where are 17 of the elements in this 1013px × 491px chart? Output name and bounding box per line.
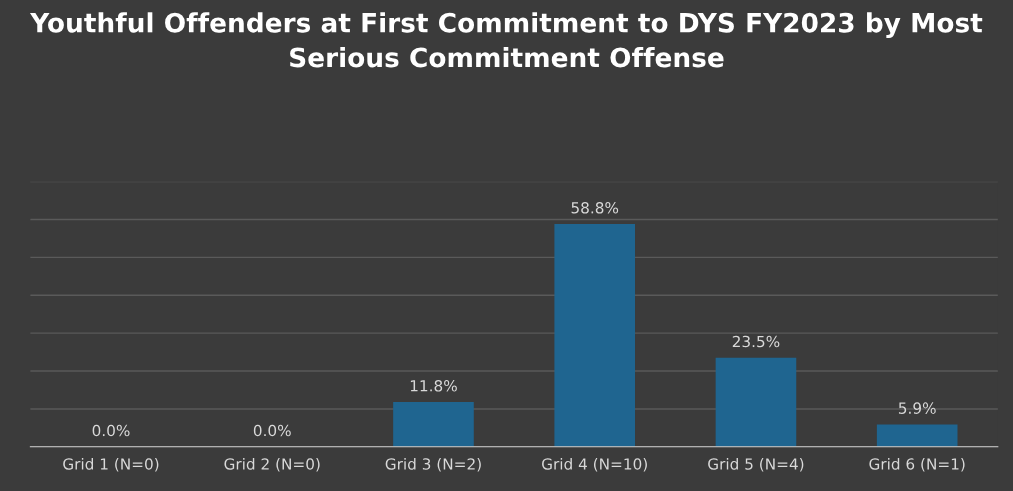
- chart-title: Youthful Offenders at First Commitment to DYS FY2023 by Most Serious Commitment Offense: [29, 12, 983, 68]
- x-tick-label: Grid 4 (N=10): [542, 457, 647, 472]
- data-label: 23.5%: [732, 335, 780, 348]
- x-tick-label: Grid 5 (N=4): [708, 457, 804, 472]
- bar: [554, 224, 636, 447]
- x-tick-label: Grid 1 (N=0): [63, 457, 159, 472]
- data-label: 0.0%: [92, 424, 130, 437]
- data-label: 0.0%: [253, 424, 291, 437]
- bar: [876, 424, 958, 447]
- bar: [393, 402, 474, 447]
- data-label: 5.9%: [898, 402, 936, 414]
- data-label: 11.8%: [410, 380, 457, 392]
- x-tick-label: Grid 3 (N=2): [385, 457, 481, 472]
- x-tick-label: Grid 6 (N=1): [869, 457, 965, 472]
- data-label: 58.8%: [571, 202, 619, 214]
- bar: [715, 357, 797, 447]
- x-tick-label: Grid 2 (N=0): [224, 457, 320, 472]
